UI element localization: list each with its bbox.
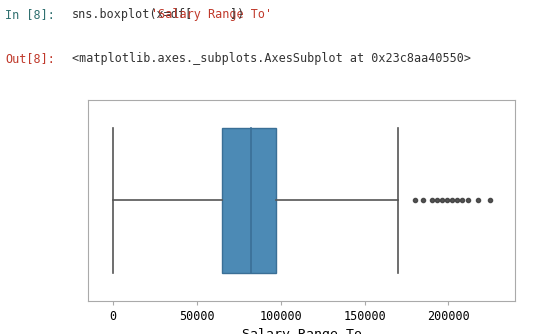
- Text: ]): ]): [230, 8, 245, 21]
- Text: Out[8]:: Out[8]:: [5, 52, 55, 65]
- Text: <matplotlib.axes._subplots.AxesSubplot at 0x23c8aa40550>: <matplotlib.axes._subplots.AxesSubplot a…: [72, 52, 471, 65]
- FancyBboxPatch shape: [222, 128, 276, 273]
- Text: 'Salary Range To': 'Salary Range To': [151, 8, 272, 21]
- Text: sns.boxplot(x=df[: sns.boxplot(x=df[: [72, 8, 193, 21]
- X-axis label: Salary Range To: Salary Range To: [242, 328, 362, 334]
- Text: In [8]:: In [8]:: [5, 8, 55, 21]
